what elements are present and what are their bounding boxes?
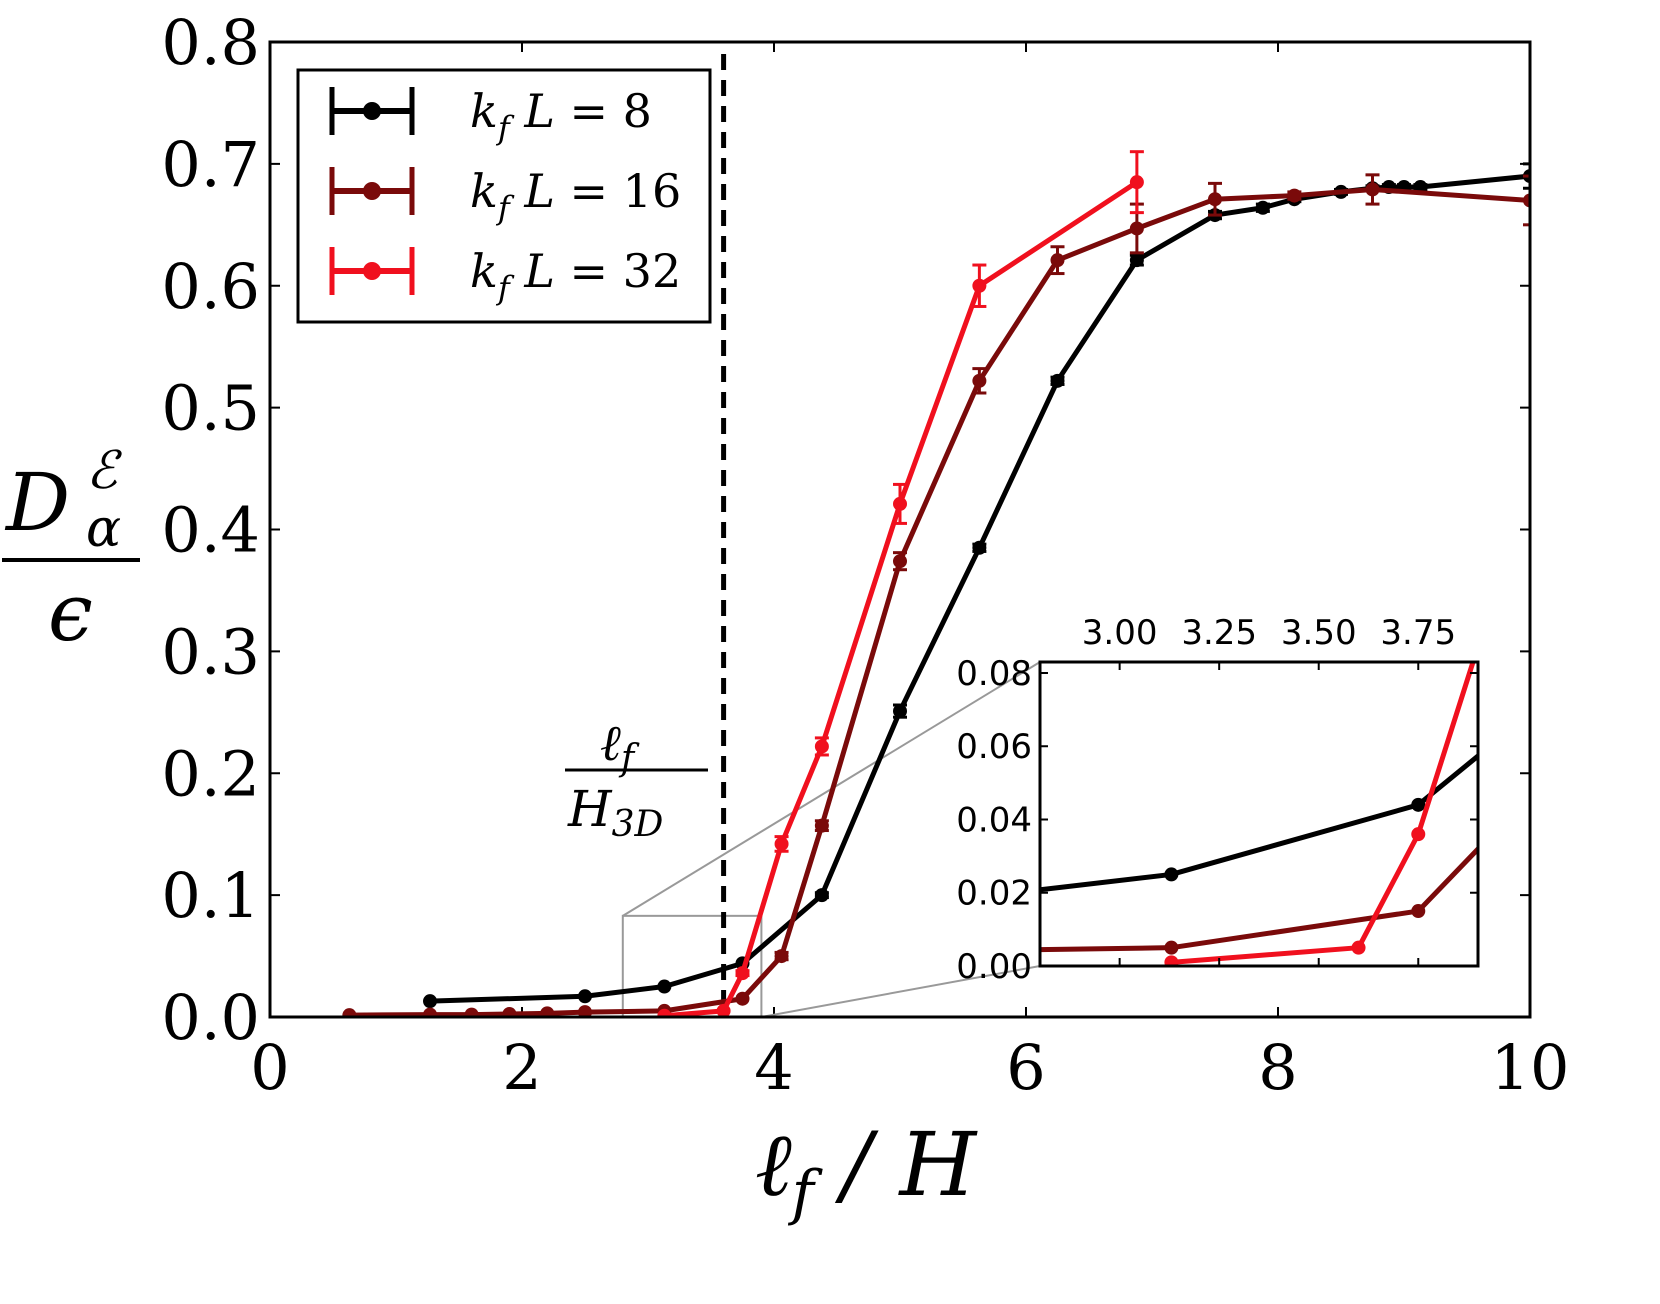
x-tick-label: 10 — [1491, 1031, 1570, 1104]
inset-series-2 — [1040, 845, 1478, 955]
inset-series-line — [1171, 662, 1476, 965]
data-point — [1050, 253, 1065, 268]
data-point — [540, 1006, 555, 1017]
data-point — [1129, 175, 1144, 190]
series-layer — [342, 150, 1530, 1017]
ylabel-denominator: ϵ — [48, 566, 93, 659]
ylabel-superscript: ℰ — [86, 441, 122, 501]
data-point — [774, 949, 789, 964]
data-point — [657, 979, 672, 994]
legend-label: kf L = 32 — [470, 244, 681, 307]
data-point — [578, 1005, 592, 1017]
legend-marker — [363, 182, 381, 200]
data-point — [814, 818, 829, 833]
series-line — [664, 180, 1139, 1017]
inset-y-tick-label: 0.02 — [956, 874, 1032, 914]
series-3 — [657, 150, 1144, 1017]
ylabel-subscript: α — [86, 499, 121, 559]
data-point — [972, 278, 987, 293]
data-point — [502, 1006, 517, 1017]
data-point — [342, 1008, 357, 1017]
inset-frame — [1038, 660, 1480, 968]
data-point — [774, 836, 789, 851]
ylabel-D: D — [4, 456, 70, 549]
data-point — [814, 888, 829, 903]
x-tick-label: 2 — [502, 1031, 541, 1104]
data-point — [657, 1008, 672, 1017]
x-tick-label: 6 — [1006, 1031, 1045, 1104]
data-point — [423, 994, 438, 1009]
data-point — [1208, 192, 1222, 207]
inset-series-line — [1040, 752, 1478, 893]
data-point — [1129, 221, 1144, 236]
data-point — [893, 496, 907, 511]
y-tick-label: 0.4 — [161, 494, 260, 567]
inset-x-tick-label: 3.75 — [1380, 613, 1456, 653]
inset-data-point — [1411, 904, 1426, 919]
y-tick-label: 0.7 — [161, 128, 260, 201]
data-point — [893, 554, 907, 569]
x-tick-label: 8 — [1258, 1031, 1297, 1104]
y-axis-label: D ℰαϵ — [2, 441, 140, 659]
inset-series-layer — [1040, 662, 1478, 966]
series-2 — [342, 173, 1530, 1017]
inset-data-point — [1164, 867, 1179, 882]
legend-marker — [363, 102, 381, 120]
data-point — [1129, 253, 1144, 268]
y-tick-label: 0.6 — [161, 250, 260, 323]
x-tick-label: 0 — [250, 1031, 289, 1104]
data-point — [735, 991, 750, 1006]
inset-data-point — [1164, 955, 1179, 966]
inset-data-point — [1411, 827, 1426, 842]
legend-label: kf L = 8 — [470, 84, 652, 147]
data-point — [735, 966, 750, 981]
data-point — [972, 373, 987, 388]
inset-x-tick-label: 3.25 — [1181, 613, 1257, 653]
inset-y-tick-label: 0.04 — [956, 800, 1032, 840]
inset-background — [1040, 662, 1478, 966]
inset-y-tick-label: 0.00 — [956, 947, 1032, 987]
inset-data-point — [1411, 797, 1426, 812]
data-point — [972, 540, 987, 555]
legend-entry: kf L = 32 — [329, 244, 681, 307]
main-frame — [268, 40, 1532, 1019]
data-point — [814, 739, 829, 754]
y-tick-label: 0.1 — [161, 859, 260, 932]
data-point — [423, 1007, 438, 1017]
x-tick-label: 4 — [754, 1031, 793, 1104]
y-tick-label: 0.8 — [161, 6, 260, 79]
legend-entry: kf L = 16 — [329, 164, 681, 227]
inset-data-point — [1164, 940, 1179, 955]
annotation-denominator: H3D — [567, 780, 664, 845]
inset-series-3 — [1164, 662, 1476, 966]
inset-x-tick-label: 3.50 — [1281, 613, 1357, 653]
x-axis-label: ℓf / H — [755, 1113, 978, 1228]
legend-label: kf L = 16 — [470, 164, 681, 227]
data-point — [893, 704, 907, 719]
inset-data-point — [1351, 940, 1366, 955]
y-tick-label: 0.5 — [161, 372, 260, 445]
zoom-connector — [761, 965, 1041, 1018]
inset-x-tick-label: 3.00 — [1082, 613, 1158, 653]
inset-y-tick-label: 0.08 — [956, 654, 1032, 694]
inset-y-tick-label: 0.06 — [956, 727, 1032, 767]
legend-entry: kf L = 8 — [329, 84, 652, 147]
y-tick-label: 0.2 — [161, 737, 260, 810]
data-point — [716, 1003, 731, 1017]
data-point — [1287, 188, 1302, 203]
y-tick-label: 0.0 — [161, 981, 260, 1054]
data-point — [1365, 182, 1380, 197]
data-point — [1523, 193, 1530, 208]
inset-series-1 — [1040, 752, 1478, 893]
inset-series-line — [1040, 845, 1478, 953]
data-point — [578, 989, 592, 1004]
y-tick-label: 0.3 — [161, 615, 260, 688]
legend-marker — [363, 262, 381, 280]
data-point — [464, 1007, 479, 1017]
data-point — [1255, 200, 1270, 215]
data-point — [1050, 373, 1065, 388]
